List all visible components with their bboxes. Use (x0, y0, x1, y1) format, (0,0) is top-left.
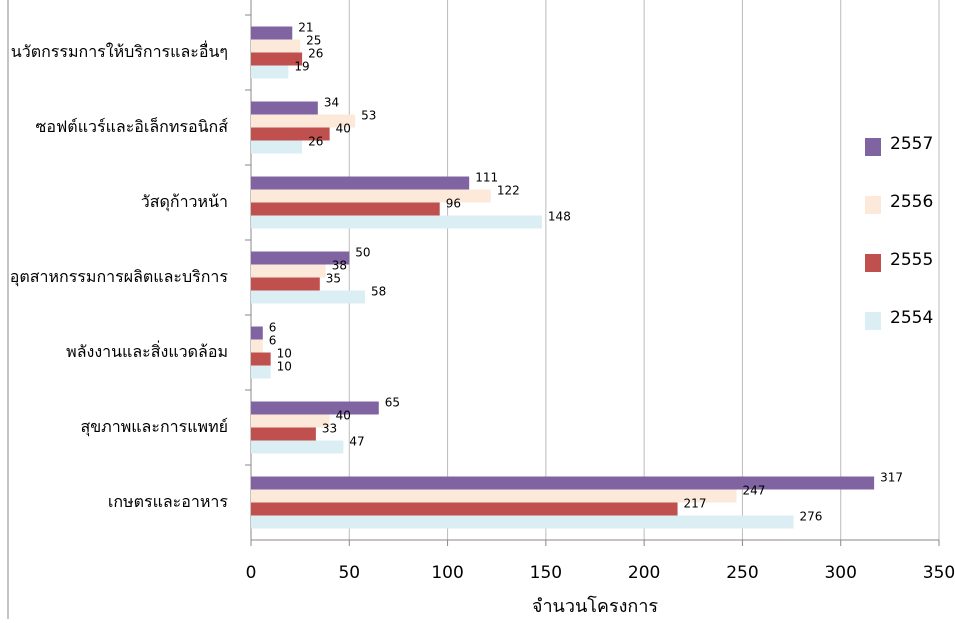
y-tick-label: อุตสาหกรรมการผลิตและบริการ (10, 267, 229, 287)
x-tick-label: 200 (628, 563, 660, 583)
data-label: 40 (336, 122, 351, 136)
bar (251, 277, 320, 291)
data-label: 47 (349, 435, 364, 449)
x-tick-label: 50 (338, 563, 360, 583)
bar (251, 326, 263, 340)
data-label: 38 (332, 259, 347, 273)
data-label: 317 (880, 471, 903, 485)
data-label: 10 (277, 347, 292, 361)
x-tick-label: 100 (431, 563, 463, 583)
x-axis-title: จำนวนโครงการ (532, 595, 659, 617)
bar (251, 26, 293, 40)
legend-swatch (865, 254, 881, 272)
data-label: 58 (371, 285, 386, 299)
data-label: 25 (306, 34, 321, 48)
bar (251, 202, 440, 216)
data-label: 50 (355, 246, 370, 260)
data-label: 6 (269, 321, 277, 335)
data-label: 122 (497, 184, 520, 198)
bar (251, 440, 344, 454)
data-label: 21 (298, 21, 313, 35)
bar (251, 189, 491, 203)
data-label: 34 (324, 96, 339, 110)
bar (251, 176, 470, 190)
y-tick-label: นวัตกรรมการให้บริการและอื่นๆ (11, 40, 228, 61)
data-label: 276 (800, 510, 823, 524)
data-label: 26 (308, 135, 323, 149)
data-label: 65 (385, 396, 400, 410)
x-tick-label: 150 (530, 563, 562, 583)
data-label: 35 (326, 272, 341, 286)
bar (251, 515, 794, 529)
data-label: 6 (269, 334, 277, 348)
bar (251, 352, 271, 366)
data-label: 19 (294, 60, 309, 74)
legend-label: 2557 (890, 134, 933, 154)
bar (251, 489, 737, 503)
bar (251, 65, 289, 79)
bar (251, 401, 379, 415)
data-label: 217 (684, 497, 707, 511)
data-label: 26 (308, 47, 323, 61)
data-label: 40 (336, 409, 351, 423)
bar (251, 52, 303, 66)
bar (251, 114, 356, 128)
bar (251, 127, 330, 141)
data-label: 33 (322, 422, 337, 436)
y-tick-label: ซอฟต์แวร์และอิเล็กทรอนิกส์ (36, 116, 229, 136)
data-label: 96 (446, 197, 461, 211)
bar (251, 414, 330, 428)
bar (251, 140, 303, 154)
data-label: 111 (475, 171, 498, 185)
bar (251, 251, 350, 265)
x-tick-label: 0 (246, 563, 257, 583)
bar (251, 215, 542, 229)
y-tick-label: เกษตรและอาหาร (108, 492, 229, 511)
bar (251, 101, 318, 115)
data-label: 53 (361, 109, 376, 123)
y-tick-label: พลังงานและสิ่งแวดล้อม (66, 340, 228, 361)
bar (251, 290, 366, 304)
bar (251, 365, 271, 379)
x-tick-label: 250 (726, 563, 758, 583)
legend-label: 2554 (890, 308, 933, 328)
bar (251, 427, 316, 441)
x-tick-label: 300 (824, 563, 856, 583)
bar (251, 476, 875, 490)
bar (251, 502, 678, 516)
legend-label: 2555 (890, 250, 933, 270)
bar (251, 39, 301, 53)
legend-swatch (865, 196, 881, 214)
data-label: 10 (277, 360, 292, 374)
x-tick-label: 350 (923, 563, 955, 583)
y-tick-label: สุขภาพและการแพทย์ (80, 417, 228, 437)
bar (251, 264, 326, 278)
data-label: 247 (743, 484, 766, 498)
y-tick-label: วัสดุก้าวหน้า (141, 192, 228, 212)
legend-swatch (865, 312, 881, 330)
data-label: 148 (548, 210, 571, 224)
legend-swatch (865, 138, 881, 156)
bar (251, 339, 263, 353)
legend-label: 2556 (890, 192, 933, 212)
